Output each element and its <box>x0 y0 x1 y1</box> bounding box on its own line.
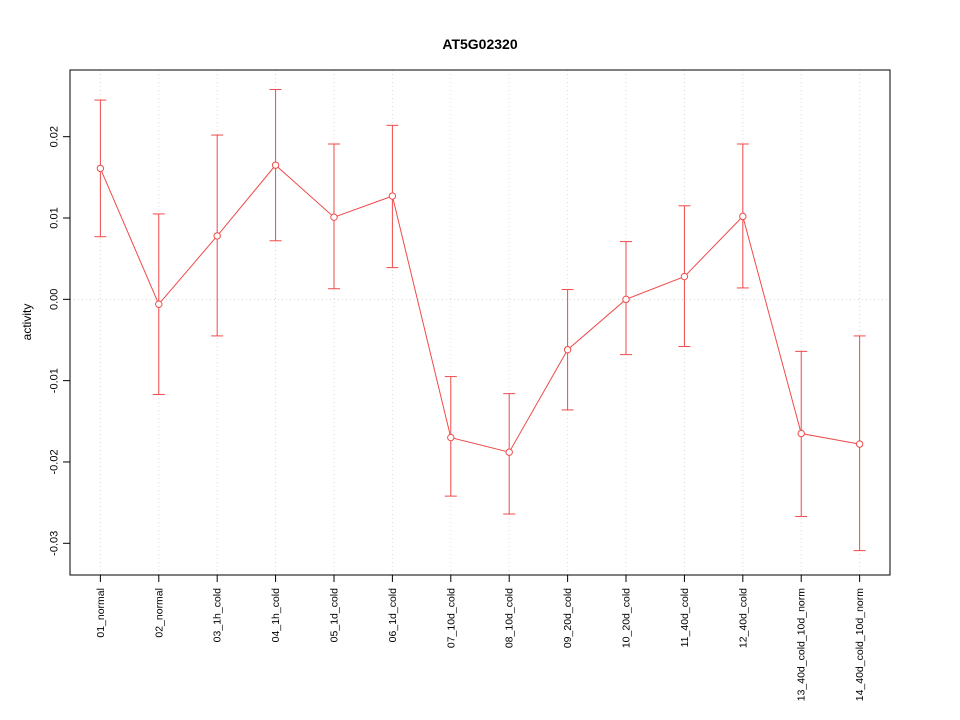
y-tick-label: -0.01 <box>49 368 61 393</box>
data-point <box>271 161 280 169</box>
x-tick-label: 12_40d_cold <box>737 588 749 648</box>
data-point <box>388 192 397 200</box>
x-tick-label: 07_10d_cold <box>445 588 457 648</box>
chart-title: AT5G02320 <box>442 36 518 52</box>
x-tick-label: 01_normal <box>95 588 107 638</box>
y-tick-label: 0.02 <box>49 126 61 147</box>
data-point <box>155 300 163 308</box>
x-tick-label: 03_1h_cold <box>212 588 224 642</box>
data-point <box>797 429 805 438</box>
y-tick-label: 0.01 <box>49 207 61 228</box>
data-point <box>855 440 864 448</box>
data-point <box>739 212 747 221</box>
y-tick-label: -0.03 <box>49 531 61 556</box>
x-tick-label: 11_40d_cold <box>679 588 691 648</box>
x-tick-label: 08_10d_cold <box>504 588 516 648</box>
x-tick-label: 13_40d_cold_10d_norm <box>796 588 808 702</box>
data-line <box>99 164 860 453</box>
data-point <box>213 232 221 240</box>
x-tick-label: 06_1d_cold <box>387 588 399 642</box>
x-tick-label: 09_20d_cold <box>562 588 574 648</box>
data-point <box>563 346 572 354</box>
x-tick-label: 14_40d_cold_10d_norm <box>854 588 866 702</box>
data-point <box>622 295 630 304</box>
x-tick-label: 04_1h_cold <box>270 588 282 642</box>
plot-frame <box>69 69 891 576</box>
data-point <box>96 164 105 173</box>
data-point <box>330 213 338 221</box>
x-tick-label: 02_normal <box>153 588 165 638</box>
data-point <box>505 448 513 456</box>
data-point <box>447 433 455 442</box>
y-tick-label: 0.00 <box>49 289 61 310</box>
y-tick-label: -0.02 <box>49 449 61 474</box>
data-point <box>680 272 689 281</box>
x-tick-label: 05_1d_cold <box>328 588 340 642</box>
x-tick-label: 10_20d_cold <box>621 588 633 648</box>
